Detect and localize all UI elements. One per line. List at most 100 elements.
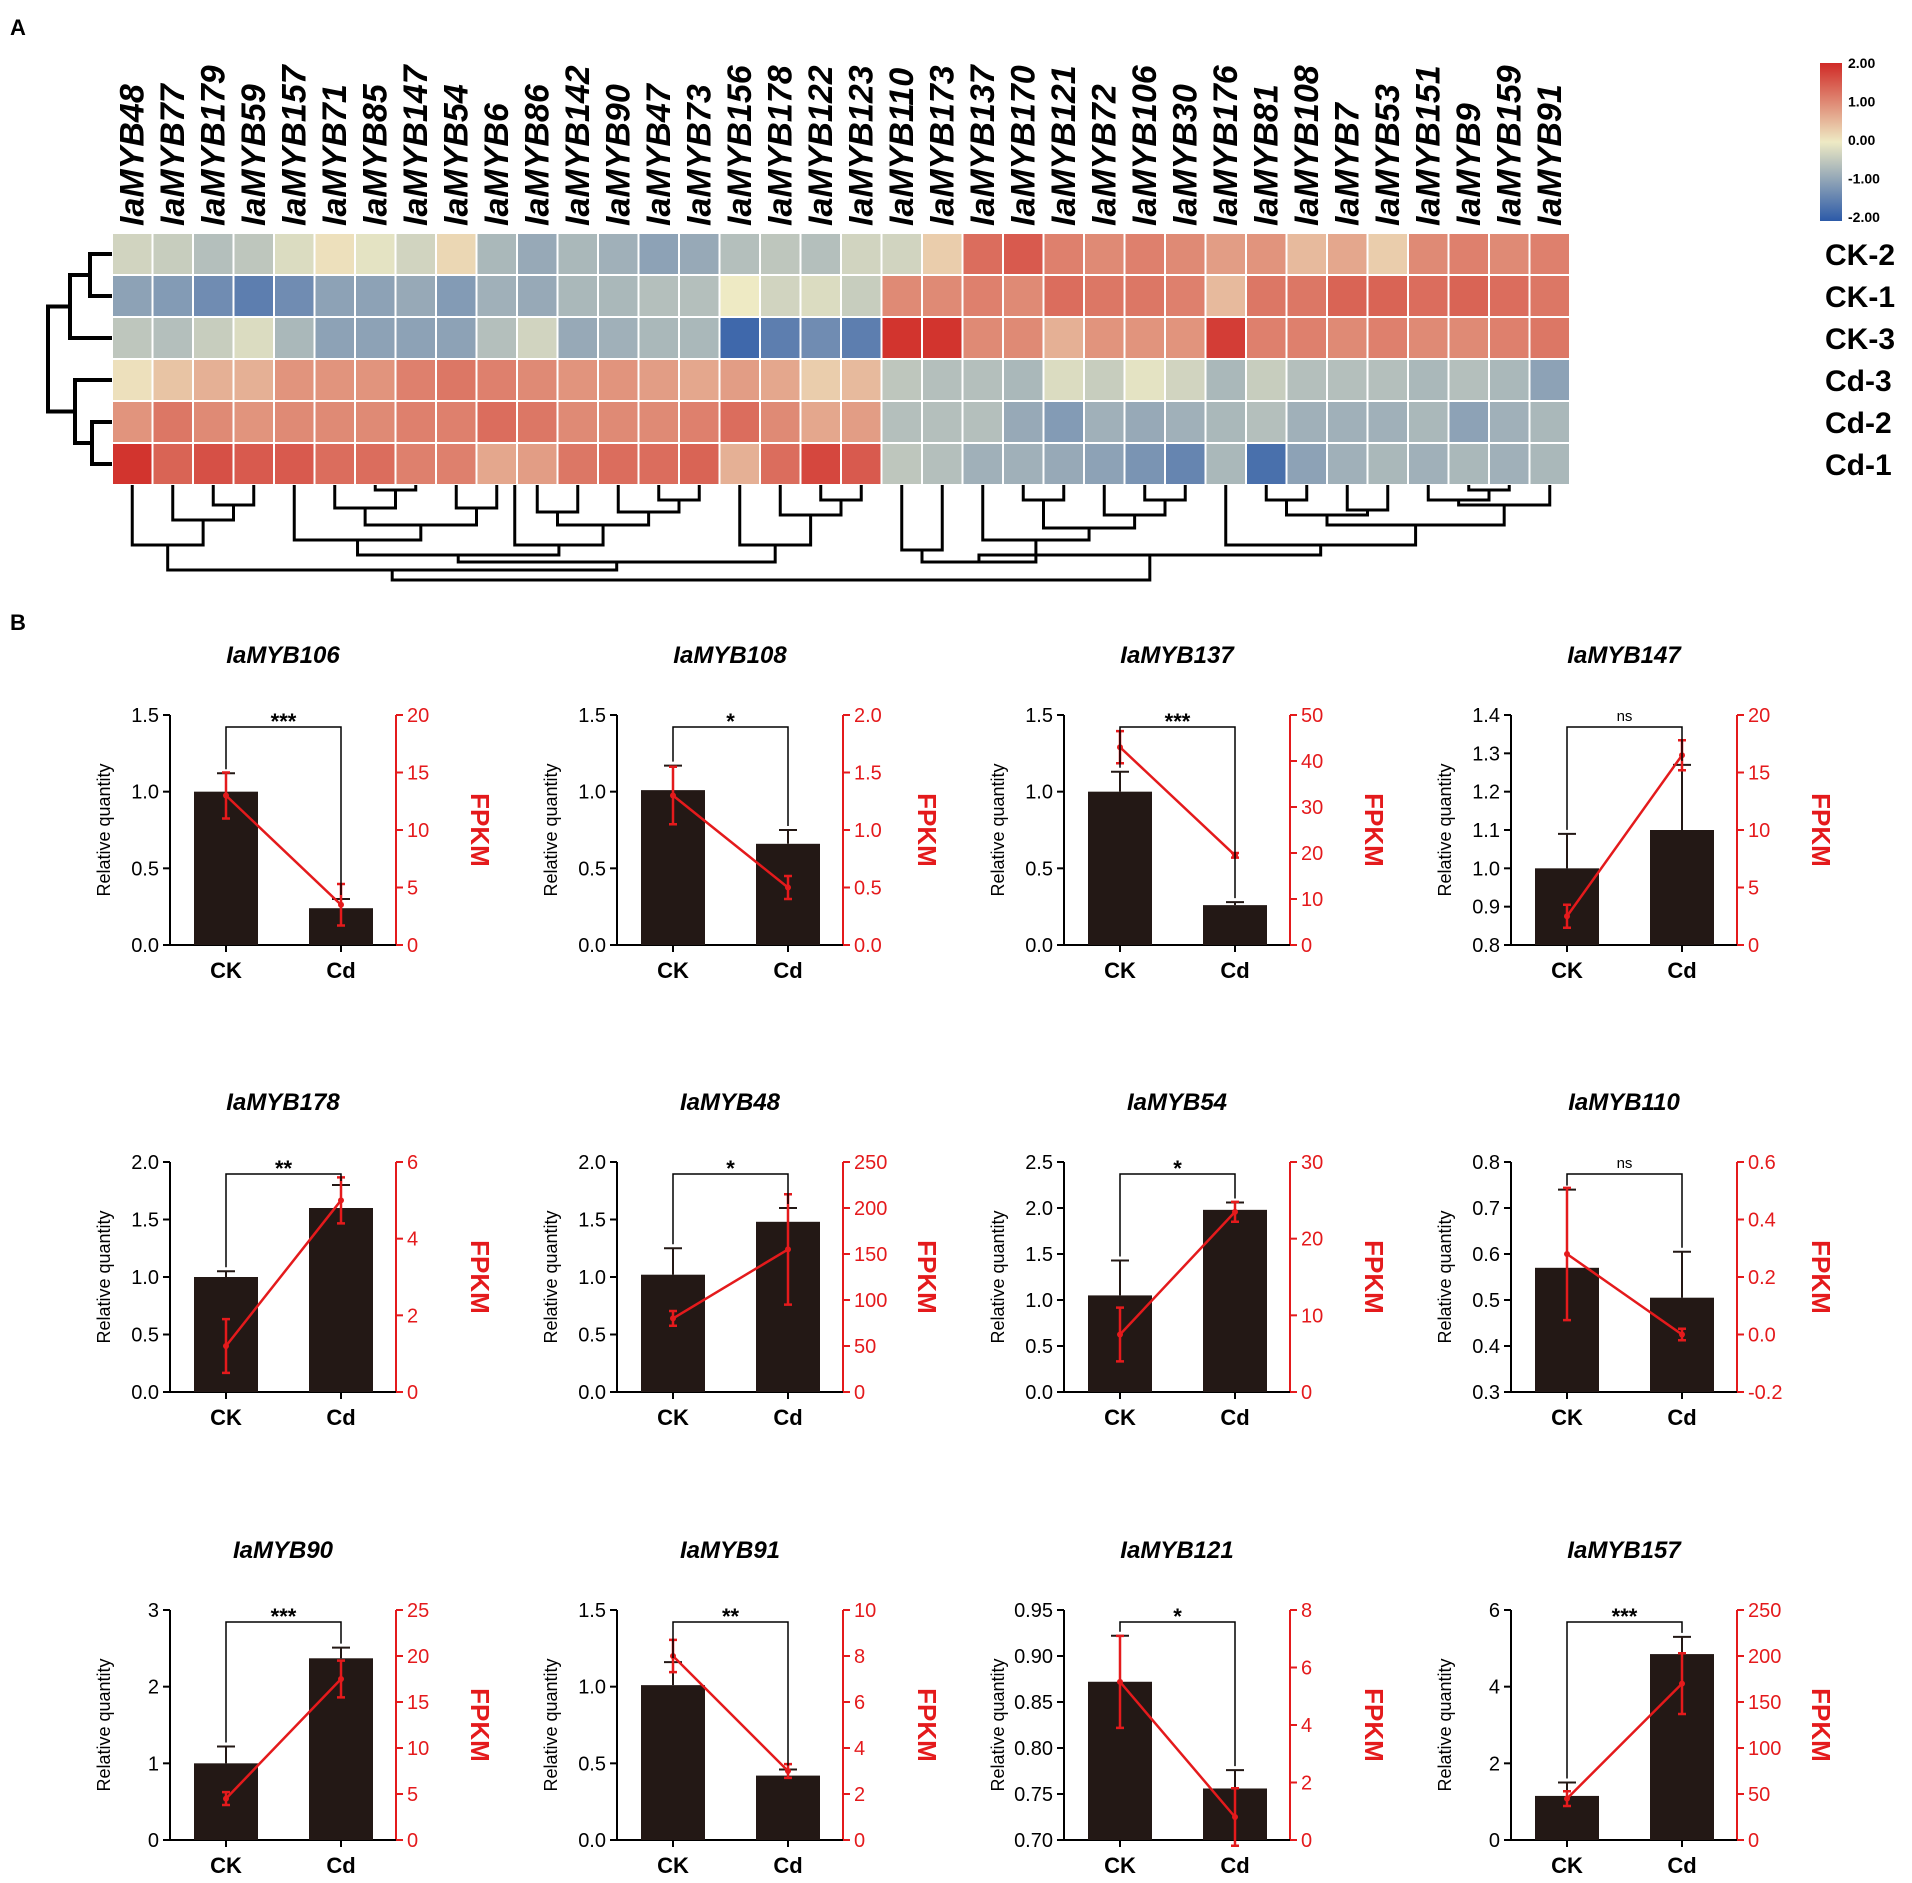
heatmap-cell	[394, 274, 437, 318]
fpkm-line	[1119, 1210, 1236, 1336]
left-tick-label: 1.2	[1472, 782, 1500, 804]
heatmap-cell	[1366, 316, 1409, 360]
heatmap-cell	[961, 400, 1004, 444]
heatmap-cell	[354, 358, 397, 402]
gene-column-label: IaMYB178	[761, 65, 799, 226]
heatmap-cell	[556, 232, 599, 276]
left-tick-label: 0.0	[578, 1830, 606, 1852]
bar-Cd	[1650, 830, 1714, 945]
heatmap-cell	[1002, 274, 1045, 318]
chart-title: IaMYB137	[1120, 642, 1235, 669]
left-tick-label: 1.0	[578, 1267, 606, 1289]
x-category-label: CK	[657, 958, 689, 983]
heatmap-cell	[516, 442, 559, 486]
heatmap-cell	[232, 274, 275, 318]
significance-label: *	[726, 709, 735, 734]
right-axis-label: FPKM	[465, 1688, 495, 1762]
heatmap-cell	[354, 442, 397, 486]
heatmap-cell	[151, 232, 194, 276]
fpkm-line	[672, 1655, 789, 1772]
heatmap-cell	[151, 400, 194, 444]
chart-IaMYB91: IaMYB91 0.0 0.5 1.0 1.5 Relative quantity 0 2 4 6…	[541, 1537, 942, 1878]
left-tick-label: 1.0	[578, 782, 606, 804]
column-dendrogram-branch	[900, 485, 944, 552]
chart-title: IaMYB147	[1567, 642, 1682, 669]
heatmap-cell	[1528, 442, 1571, 486]
column-dendrogram-branch	[657, 485, 701, 502]
fpkm-point	[785, 1246, 791, 1253]
heatmap-cell	[1245, 442, 1288, 486]
fpkm-point	[1117, 1678, 1123, 1685]
bar-error	[1226, 1769, 1244, 1789]
heatmap-cell	[1123, 400, 1166, 444]
heatmap-cell	[1447, 400, 1490, 444]
heatmap-cell	[556, 316, 599, 360]
gene-column-label: IaMYB6	[478, 102, 516, 226]
right-tick-label: 1.0	[854, 820, 882, 842]
left-tick-label: 1.5	[131, 705, 159, 727]
right-tick-label: 10	[407, 820, 429, 842]
gene-column-label: IaMYB151	[1409, 65, 1447, 226]
heatmap-cell	[1042, 274, 1085, 318]
bar-error	[1111, 1259, 1129, 1296]
right-tick-label: 30	[1301, 1152, 1323, 1174]
right-tick-label: 0.4	[1748, 1210, 1776, 1232]
bar-Cd	[1203, 1209, 1267, 1392]
significance-label: ***	[271, 709, 297, 734]
chart-IaMYB137: IaMYB137 0.0 0.5 1.0 1.5 Relative quantity 0 10…	[988, 642, 1389, 983]
heatmap-cell	[192, 400, 235, 444]
heatmap-cell	[718, 442, 761, 486]
heatmap-cell	[1447, 442, 1490, 486]
right-tick-label: 0.0	[1748, 1325, 1776, 1347]
right-tick-label: 200	[1748, 1646, 1781, 1668]
gene-column-label: IaMYB176	[1207, 64, 1245, 226]
left-tick-label: 1.5	[578, 1210, 606, 1232]
significance-bracket	[1119, 726, 1236, 899]
chart-title: IaMYB157	[1567, 1537, 1682, 1564]
chart-IaMYB48: IaMYB48 0.0 0.5 1.0 1.5 2.0 Relative quantity 0…	[541, 1089, 942, 1430]
x-category-label: CK	[657, 1405, 689, 1430]
left-axis-label: Relative quantity	[1435, 1210, 1455, 1343]
heatmap-cell	[840, 400, 883, 444]
heatmap-cell	[840, 274, 883, 318]
right-tick-label: 6	[854, 1692, 865, 1714]
significance-bracket	[225, 1621, 342, 1743]
heatmap-cell	[273, 400, 316, 444]
right-tick-label: 0	[1748, 1830, 1759, 1852]
right-axis-label: FPKM	[912, 1240, 942, 1314]
fpkm-point	[338, 1676, 344, 1682]
heatmap-cell	[1245, 358, 1288, 402]
right-tick-label: 4	[854, 1738, 865, 1760]
bar-error	[1226, 901, 1244, 906]
heatmap-cell	[1042, 442, 1085, 486]
heatmap-cell	[678, 400, 721, 444]
heatmap-cell	[1366, 274, 1409, 318]
left-tick-label: 0.5	[1025, 858, 1053, 880]
sample-row-label: CK-1	[1825, 281, 1895, 314]
heatmap-cell	[1123, 274, 1166, 318]
heatmap-cell	[475, 358, 518, 402]
left-tick-label: 2	[148, 1677, 159, 1699]
left-tick-label: 2	[1489, 1753, 1500, 1775]
left-tick-label: 1.5	[1025, 1244, 1053, 1266]
bar-error	[664, 1247, 682, 1275]
gene-column-label: IaMYB73	[680, 84, 718, 226]
x-category-label: Cd	[1220, 1853, 1249, 1878]
right-axis-label: FPKM	[1359, 1240, 1389, 1314]
x-category-label: Cd	[326, 1853, 355, 1878]
column-dendrogram-branch	[981, 485, 1091, 542]
right-tick-label: 0	[854, 1382, 865, 1404]
significance-bracket	[225, 726, 342, 895]
heatmap-cell	[475, 400, 518, 444]
heatmap-cell	[759, 400, 802, 444]
fpkm-line	[672, 794, 789, 889]
left-axis-label: Relative quantity	[988, 1210, 1008, 1343]
heatmap-cell	[799, 442, 842, 486]
heatmap-cell	[192, 232, 235, 276]
right-tick-label: 5	[407, 1784, 418, 1806]
right-tick-label: 2	[854, 1784, 865, 1806]
heatmap-cell	[597, 358, 640, 402]
heatmap-cell	[313, 274, 356, 318]
gene-column-label: IaMYB110	[883, 68, 921, 226]
legend-tick-label: 2.00	[1848, 55, 1875, 71]
